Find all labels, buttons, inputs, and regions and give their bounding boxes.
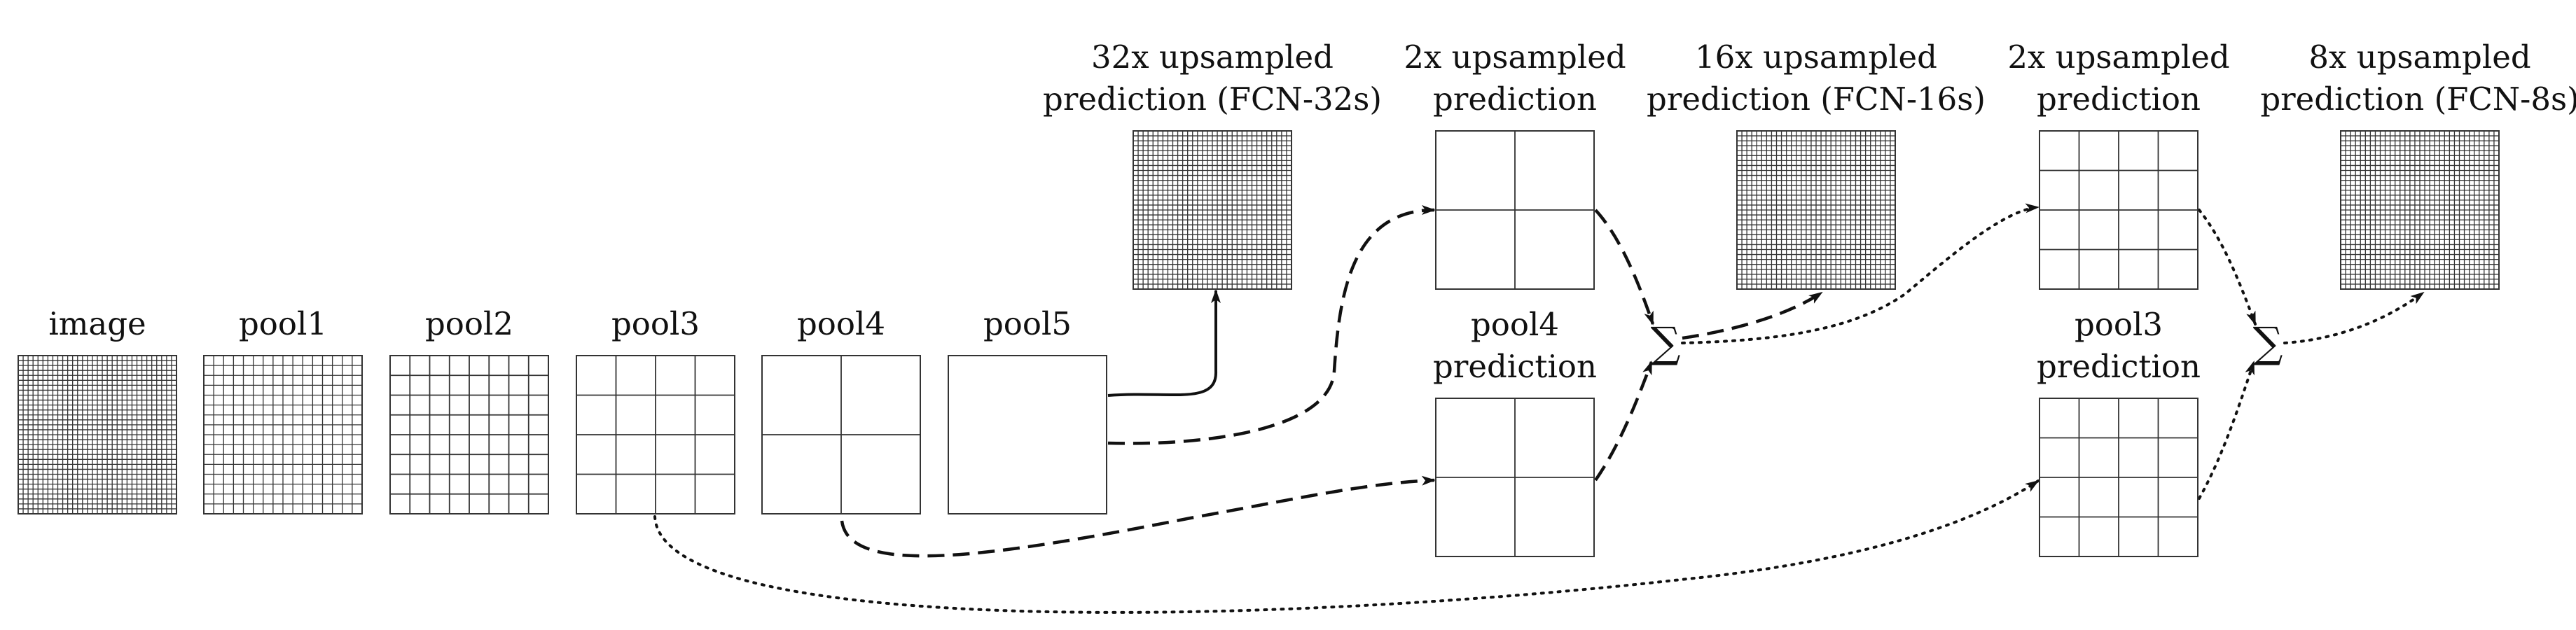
block-up2b-grid xyxy=(2040,131,2198,289)
block-image-label-1: image xyxy=(48,305,146,342)
block-up2b-label-2: prediction xyxy=(2037,80,2201,118)
block-pool3pred-label-1: pool3 xyxy=(2075,306,2163,343)
block-up2a-label-1: 2x upsampled xyxy=(1404,38,1626,76)
block-pool4pred-grid xyxy=(1436,398,1594,556)
block-pool1-label-1: pool1 xyxy=(239,305,327,342)
block-pool4-label-1: pool4 xyxy=(797,305,885,342)
block-image-grid xyxy=(18,356,176,514)
block-pool3pred-grid xyxy=(2040,398,2198,556)
block-image xyxy=(18,355,177,514)
block-pool1-grid xyxy=(204,356,362,514)
block-fcn32 xyxy=(1133,130,1292,290)
edge-pool5-to-fcn32 xyxy=(1107,289,1221,397)
block-pool4 xyxy=(761,355,921,514)
block-pool2-grid xyxy=(390,356,548,514)
edge-sum2-to-fcn8 xyxy=(2283,291,2425,344)
edge-up2a-to-sum1 xyxy=(1594,209,1655,326)
block-fcn32-label-2: prediction (FCN-32s) xyxy=(1043,80,1382,118)
block-fcn16-label-2: prediction (FCN-16s) xyxy=(1647,80,1986,118)
block-up2b-label-1: 2x upsampled xyxy=(2007,38,2229,76)
edge-pool3pred-to-sum2 xyxy=(2198,360,2255,500)
block-fcn8-label-2: prediction (FCN-8s) xyxy=(2260,80,2576,118)
block-up2a-label-2: prediction xyxy=(1433,80,1597,118)
block-fcn16 xyxy=(1736,130,1896,290)
edge-pool4-to-pool4pred xyxy=(840,475,1436,558)
sum2-symbol: ∑ xyxy=(2253,318,2283,368)
edge-up2b-to-sum2 xyxy=(2198,209,2257,326)
edge-pool5-to-up2a xyxy=(1107,205,1436,445)
block-pool5-frame xyxy=(948,355,1107,514)
block-up2a xyxy=(1435,130,1595,290)
block-pool2-label-1: pool2 xyxy=(425,305,513,342)
block-fcn8-grid xyxy=(2341,131,2499,289)
block-fcn8 xyxy=(2340,130,2500,290)
block-up2b xyxy=(2039,130,2198,290)
block-pool5 xyxy=(948,355,1107,514)
block-fcn16-grid xyxy=(1737,131,1895,289)
block-pool4pred-label-2: prediction xyxy=(1433,348,1597,385)
edge-pool3-to-pool3pred xyxy=(653,479,2040,614)
block-fcn32-label-1: 32x upsampled xyxy=(1091,38,1334,76)
block-pool2 xyxy=(389,355,549,514)
block-pool3-grid xyxy=(576,356,735,514)
block-fcn32-grid xyxy=(1133,131,1292,289)
sum1-symbol: ∑ xyxy=(1651,318,1681,368)
block-up2a-grid xyxy=(1436,131,1594,289)
block-pool4-grid xyxy=(762,356,920,514)
edge-pool4pred-to-sum1 xyxy=(1594,360,1654,482)
block-pool3pred-label-2: prediction xyxy=(2037,348,2201,385)
edge-sum1-to-up2b xyxy=(1681,203,2040,344)
block-pool5-label-1: pool5 xyxy=(983,305,1072,342)
block-pool4pred-label-1: pool4 xyxy=(1471,306,1559,343)
block-pool4pred xyxy=(1435,398,1595,557)
block-pool1 xyxy=(203,355,363,514)
block-fcn8-label-1: 8x upsampled xyxy=(2308,38,2530,76)
edge-sum1-to-fcn16 xyxy=(1682,291,1823,340)
block-pool3 xyxy=(576,355,735,514)
block-pool3-label-1: pool3 xyxy=(611,305,700,342)
block-pool3pred xyxy=(2039,398,2198,557)
block-fcn16-label-1: 16x upsampled xyxy=(1695,38,1937,76)
